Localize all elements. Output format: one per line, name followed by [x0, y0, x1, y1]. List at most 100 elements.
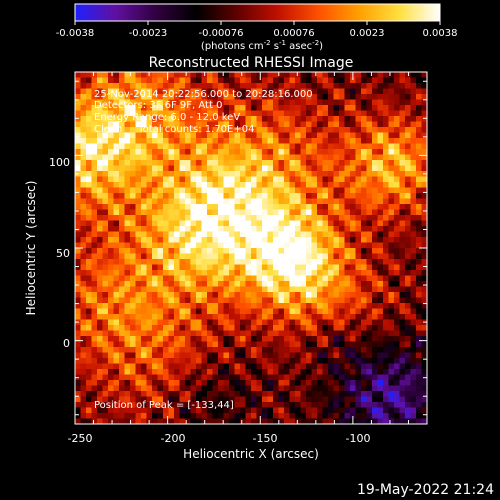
heatmap-cell: [273, 132, 279, 139]
heatmap-cell: [355, 198, 362, 205]
heatmap-cell: [256, 358, 263, 364]
heatmap-cell: [267, 402, 274, 408]
heatmap-cell: [163, 248, 169, 254]
heatmap-cell: [223, 363, 230, 370]
heatmap-cell: [152, 94, 158, 100]
heatmap-cell: [410, 105, 417, 111]
heatmap-cell: [102, 418, 109, 424]
heatmap-cell: [212, 264, 219, 271]
heatmap-cell: [295, 297, 301, 304]
heatmap-cell: [229, 77, 235, 84]
heatmap-cell: [295, 204, 301, 210]
heatmap-cell: [168, 127, 175, 133]
heatmap-cell: [317, 204, 323, 210]
heatmap-cell: [218, 171, 224, 177]
heatmap-cell: [355, 286, 362, 293]
heatmap-cell: [350, 171, 356, 177]
heatmap-cell: [394, 407, 400, 414]
heatmap-cell: [394, 336, 400, 342]
heatmap-cell: [240, 226, 246, 232]
heatmap-cell: [75, 347, 81, 353]
heatmap-cell: [75, 358, 81, 364]
heatmap-cell: [278, 248, 285, 254]
heatmap-cell: [146, 325, 153, 331]
heatmap-cell: [223, 281, 230, 287]
heatmap-cell: [416, 347, 422, 353]
heatmap-cell: [196, 363, 202, 370]
heatmap-cell: [168, 231, 175, 238]
heatmap-cell: [80, 182, 87, 188]
heatmap-cell: [135, 380, 142, 386]
heatmap-cell: [399, 347, 406, 353]
heatmap-cell: [333, 413, 340, 419]
heatmap-cell: [251, 83, 257, 89]
heatmap-cell: [240, 88, 246, 95]
heatmap-cell: [196, 226, 202, 232]
heatmap-cell: [124, 352, 131, 359]
heatmap-cell: [234, 402, 241, 408]
heatmap-cell: [273, 209, 279, 216]
heatmap-cell: [311, 116, 318, 122]
heatmap-cell: [201, 363, 208, 370]
heatmap-cell: [300, 127, 307, 133]
heatmap-cell: [141, 215, 147, 221]
heatmap-cell: [185, 391, 191, 397]
heatmap-cell: [273, 264, 279, 271]
heatmap-cell: [190, 165, 197, 172]
heatmap-cell: [416, 259, 422, 265]
heatmap-cell: [333, 160, 340, 166]
heatmap-cell: [273, 165, 279, 172]
heatmap-cell: [218, 319, 224, 326]
heatmap-cell: [377, 336, 384, 342]
heatmap-cell: [267, 72, 274, 78]
heatmap-cell: [328, 341, 334, 348]
heatmap-cell: [86, 176, 92, 183]
heatmap-cell: [377, 226, 384, 232]
heatmap-cell: [416, 209, 422, 216]
heatmap-cell: [102, 275, 109, 282]
heatmap-cell: [245, 99, 252, 106]
heatmap-cell: [207, 116, 213, 122]
heatmap-cell: [256, 77, 263, 84]
heatmap-cell: [80, 325, 87, 331]
heatmap-cell: [344, 138, 351, 144]
heatmap-cell: [372, 143, 378, 150]
heatmap-cell: [113, 187, 120, 194]
heatmap-cell: [190, 176, 197, 183]
heatmap-cell: [196, 176, 202, 183]
heatmap-cell: [289, 396, 296, 403]
heatmap-cell: [218, 303, 224, 309]
heatmap-cell: [102, 231, 109, 238]
heatmap-cell: [405, 77, 411, 84]
heatmap-cell: [262, 319, 268, 326]
heatmap-cell: [317, 325, 323, 331]
heatmap-cell: [328, 303, 334, 309]
heatmap-cell: [284, 242, 290, 249]
heatmap-cell: [267, 187, 274, 194]
heatmap-cell: [256, 165, 263, 172]
heatmap-cell: [344, 160, 351, 166]
heatmap-cell: [135, 407, 142, 414]
heatmap-cell: [262, 407, 268, 414]
heatmap-cell: [300, 369, 307, 375]
heatmap-cell: [416, 341, 422, 348]
heatmap-cell: [311, 176, 318, 183]
heatmap-cell: [229, 259, 235, 265]
heatmap-cell: [157, 407, 164, 414]
heatmap-cell: [119, 259, 125, 265]
heatmap-cell: [372, 220, 378, 227]
heatmap-cell: [317, 407, 323, 414]
heatmap-cell: [80, 292, 87, 298]
heatmap-cell: [366, 215, 373, 221]
heatmap-cell: [229, 336, 235, 342]
heatmap-cell: [196, 182, 202, 188]
heatmap-cell: [322, 391, 329, 397]
heatmap-cell: [361, 231, 367, 238]
heatmap-cell: [278, 308, 285, 315]
heatmap-cell: [295, 248, 301, 254]
heatmap-cell: [152, 341, 158, 348]
heatmap-cell: [152, 105, 158, 111]
heatmap-cell: [322, 83, 329, 89]
heatmap-cell: [234, 94, 241, 100]
heatmap-cell: [141, 110, 147, 117]
